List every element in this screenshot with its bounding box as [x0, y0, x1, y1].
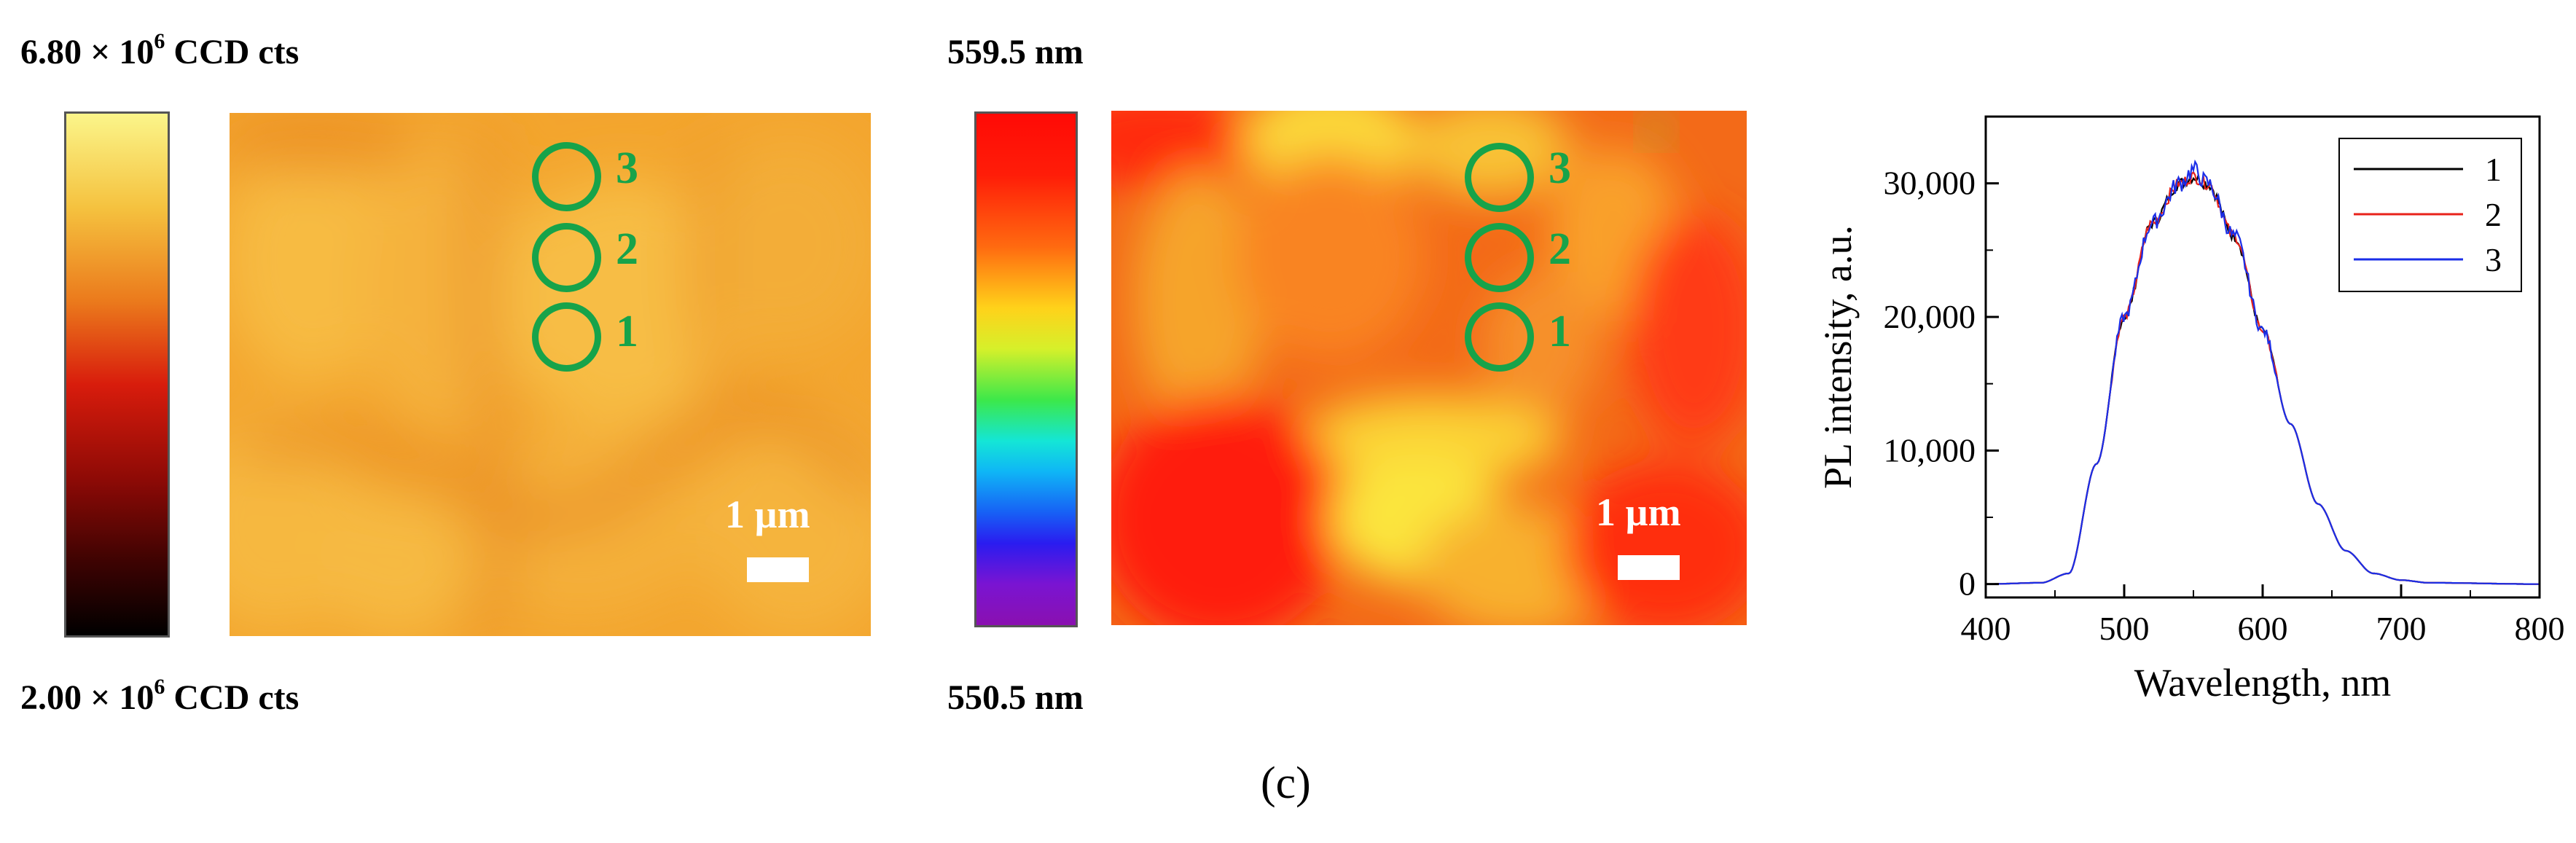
wavelength-marker-3-circle: [1465, 143, 1534, 212]
intensity-scale-bar: [747, 557, 809, 582]
wavelength-colorbar-max-label: 559.5 nm: [947, 33, 1084, 71]
intensity-marker-3-circle: [532, 142, 601, 211]
wavelength-map-texture: [1111, 111, 1747, 625]
legend-label-1: 1: [2485, 151, 2502, 188]
wavelength-colorbar: [974, 111, 1078, 627]
wavelength-scale-bar-label: 1 µm: [1596, 490, 1681, 534]
panel-label: (c): [1261, 758, 1311, 808]
intensity-colorbar-min-label: 2.00 × 106 CCD cts: [20, 675, 300, 717]
x-tick-label: 400: [1961, 610, 2011, 647]
legend-label-2: 2: [2485, 196, 2502, 233]
x-axis-label: Wavelength, nm: [2134, 661, 2392, 705]
legend-label-3: 3: [2485, 241, 2502, 278]
intensity-marker-3-label: 3: [616, 144, 638, 193]
y-tick-label: 0: [1959, 565, 1976, 603]
intensity-scale-bar-label: 1 µm: [725, 493, 810, 536]
y-axis-label: PL intensity, a.u.: [1816, 225, 1860, 489]
intensity-map-texture: [230, 113, 871, 636]
wavelength-scale-bar: [1618, 555, 1680, 580]
y-tick-label: 10,000: [1884, 431, 1976, 468]
x-tick-label: 800: [2515, 610, 2565, 647]
x-tick-label: 500: [2099, 610, 2150, 647]
legend: 1 2 3: [2338, 138, 2522, 292]
wavelength-marker-2-label: 2: [1549, 224, 1571, 274]
series-line-3: [1986, 159, 2540, 585]
wavelength-map: 1 µm: [1111, 111, 1747, 625]
intensity-colorbar: [64, 111, 170, 638]
x-tick-label: 600: [2238, 610, 2288, 647]
wavelength-marker-1-label: 1: [1549, 307, 1571, 356]
intensity-marker-1-label: 1: [616, 307, 638, 356]
y-tick-label: 20,000: [1884, 298, 1976, 335]
wavelength-marker-1-circle: [1465, 302, 1534, 372]
x-tick-label: 700: [2376, 610, 2427, 647]
pl-spectra-chart: 400 500 600 700 800 0 10,000 20,000 30,000 Wavel…: [1816, 115, 2565, 705]
intensity-marker-2-circle: [532, 223, 601, 292]
intensity-marker-2-label: 2: [616, 224, 638, 274]
y-tick-label: 30,000: [1884, 165, 1976, 202]
wavelength-marker-3-label: 3: [1549, 144, 1571, 193]
wavelength-marker-2-circle: [1465, 223, 1534, 292]
wavelength-colorbar-min-label: 550.5 nm: [947, 678, 1084, 717]
intensity-colorbar-max-label: 6.80 × 106 CCD cts: [20, 29, 300, 71]
intensity-marker-1-circle: [532, 302, 601, 372]
